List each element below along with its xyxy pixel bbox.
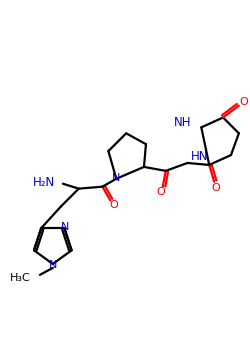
- Text: N: N: [112, 173, 120, 183]
- Text: O: O: [212, 183, 220, 193]
- Text: N: N: [61, 222, 70, 232]
- Text: N: N: [48, 260, 57, 270]
- Text: NH: NH: [174, 116, 192, 129]
- Text: HN: HN: [190, 149, 208, 162]
- Text: O: O: [156, 187, 165, 197]
- Text: O: O: [109, 201, 118, 210]
- Text: H₂N: H₂N: [33, 176, 55, 189]
- Text: O: O: [240, 97, 248, 107]
- Text: H₃C: H₃C: [10, 273, 31, 283]
